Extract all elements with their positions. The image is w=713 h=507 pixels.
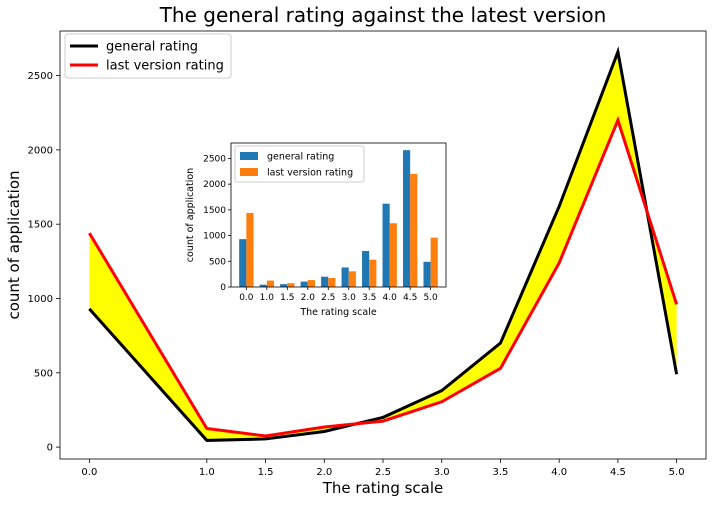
fill-between-area: [89, 51, 677, 441]
x-tick-label: 0.0: [81, 467, 97, 478]
inset-legend-swatch: [240, 152, 258, 160]
y-tick-label: 0: [47, 443, 53, 454]
bar-1: [239, 239, 247, 287]
x-tick-label: 3.0: [434, 467, 450, 478]
bar-1: [300, 281, 308, 287]
inset-y-tick-label: 2500: [203, 154, 226, 164]
y-tick-label: 2000: [28, 145, 53, 156]
bar-2: [287, 283, 295, 287]
inset-legend-label: general rating: [267, 152, 334, 163]
inset-y-tick-label: 1000: [203, 232, 226, 242]
bar-2: [430, 237, 438, 287]
series-line-1: [88, 46, 679, 442]
bar-1: [382, 203, 390, 287]
bar-2: [328, 278, 336, 287]
inset-x-tick-label: 2.0: [301, 293, 316, 303]
inset-x-axis-label: The rating scale: [299, 307, 376, 318]
x-tick-label: 2.0: [316, 467, 332, 478]
inset-legend: general rating last version rating: [234, 145, 365, 183]
x-tick-label: 5.0: [669, 467, 685, 478]
bar-1: [321, 276, 329, 287]
y-tick-label: 1500: [28, 220, 53, 231]
inset-axes-frame: [230, 142, 447, 288]
inset-legend-label: last version rating: [267, 168, 353, 179]
inset-x-tick-label: 3.5: [362, 293, 376, 303]
legend-label: last version rating: [106, 59, 224, 74]
inset-y-tick-label: 0: [220, 283, 226, 293]
inset-legend-box: [234, 145, 365, 183]
bar-2: [266, 280, 274, 287]
inset-y-axis-label: count of application: [185, 168, 196, 262]
inset-bar-chart: 0.0 1.0 1.5 2.0 2.5 3.0 3.5 4.0 4.5 5.0 0 500 1000 15…: [185, 142, 447, 318]
inset-x-tick-label: 4.5: [403, 293, 417, 303]
bar-2: [410, 173, 418, 287]
bar-1: [403, 150, 411, 287]
inset-x-tick-label: 0.0: [239, 293, 254, 303]
bar-2: [246, 212, 254, 287]
inset-y-tick-label: 2000: [203, 180, 226, 190]
main-line-chart: The general rating against the latest ve…: [5, 3, 707, 497]
x-tick-label: 1.0: [199, 467, 215, 478]
bar-2: [389, 223, 397, 287]
bar-2: [348, 271, 356, 287]
y-tick-label: 2500: [28, 71, 53, 82]
bar-1: [280, 284, 288, 287]
inset-x-tick-label: 3.0: [342, 293, 357, 303]
inset-x-tick-label: 1.5: [280, 293, 294, 303]
inset-y-tick-label: 1500: [203, 206, 226, 216]
inset-x-tick-label: 2.5: [321, 293, 335, 303]
series-line-2: [88, 115, 679, 438]
main-legend: general rating last version rating: [64, 33, 232, 79]
x-axis-label: The rating scale: [322, 479, 444, 497]
bar-2: [307, 280, 315, 287]
x-tick-label: 4.5: [610, 467, 626, 478]
y-tick-label: 1000: [28, 294, 53, 305]
bar-2: [369, 259, 377, 287]
y-axis-label: count of application: [5, 170, 23, 319]
inset-legend-swatch: [240, 168, 258, 176]
legend-box: [64, 33, 232, 79]
legend-label: general rating: [106, 40, 198, 55]
inset-y-tick-label: 500: [209, 257, 226, 267]
x-tick-label: 1.5: [258, 467, 274, 478]
x-tick-label: 2.5: [375, 467, 391, 478]
bar-1: [341, 267, 349, 287]
bar-1: [362, 251, 370, 287]
chart-title: The general rating against the latest ve…: [159, 3, 607, 27]
bar-1: [423, 261, 431, 287]
x-tick-label: 4.0: [551, 467, 567, 478]
x-tick-label: 3.5: [493, 467, 509, 478]
y-tick-label: 500: [34, 368, 53, 379]
inset-x-tick-label: 1.0: [260, 293, 275, 303]
inset-x-tick-label: 4.0: [383, 293, 398, 303]
inset-x-tick-label: 5.0: [423, 293, 438, 303]
bar-1: [259, 284, 267, 287]
